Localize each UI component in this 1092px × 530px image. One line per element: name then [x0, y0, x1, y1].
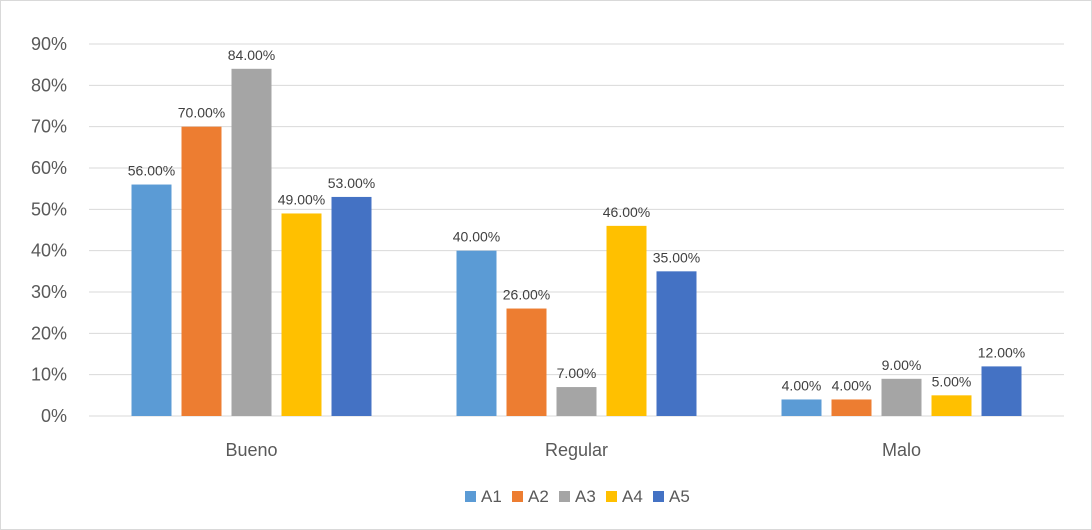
bar-a5-bueno [331, 196, 372, 416]
legend: A1 A2 A3 A4 A5 [465, 487, 690, 506]
legend-label-a2: A2 [528, 487, 549, 506]
bar-a1-malo [781, 399, 822, 416]
data-label: 56.00% [128, 163, 175, 179]
data-label: 84.00% [228, 47, 275, 63]
legend-label-a4: A4 [622, 487, 643, 506]
data-label: 53.00% [328, 175, 375, 191]
data-label: 12.00% [978, 344, 1025, 360]
bar-a2-bueno [181, 126, 222, 417]
y-tick-label: 10% [31, 365, 67, 385]
bar-a2-regular [506, 308, 547, 416]
legend-label-a3: A3 [575, 487, 596, 506]
y-tick-label: 20% [31, 323, 67, 343]
bars [131, 68, 1022, 417]
y-tick-label: 60% [31, 158, 67, 178]
data-label: 70.00% [178, 105, 225, 121]
bar-a2-malo [831, 399, 872, 416]
data-label: 26.00% [503, 287, 550, 303]
bar-a3-bueno [231, 68, 272, 417]
data-label: 4.00% [782, 377, 822, 393]
data-label: 49.00% [278, 191, 325, 207]
data-label: 40.00% [453, 229, 500, 245]
data-label: 5.00% [932, 373, 972, 389]
legend-label-a1: A1 [481, 487, 502, 506]
bar-a3-malo [881, 378, 922, 416]
y-axis-ticks: 0% 10% 20% 30% 40% 50% 60% 70% 80% 90% [31, 34, 67, 426]
bar-a5-malo [981, 366, 1022, 416]
category-label-malo: Malo [882, 440, 921, 460]
y-tick-label: 40% [31, 241, 67, 261]
legend-swatch-a3 [559, 491, 570, 502]
data-label: 46.00% [603, 204, 650, 220]
legend-label-a5: A5 [669, 487, 690, 506]
x-axis-categories: Bueno Regular Malo [225, 440, 921, 460]
bar-a3-regular [556, 387, 597, 416]
bar-a4-bueno [281, 213, 322, 416]
legend-swatch-a4 [606, 491, 617, 502]
data-label: 35.00% [653, 249, 700, 265]
data-label: 9.00% [882, 357, 922, 373]
bar-a4-malo [931, 395, 972, 416]
data-label: 7.00% [557, 365, 597, 381]
y-tick-label: 70% [31, 117, 67, 137]
y-tick-label: 90% [31, 34, 67, 54]
y-tick-label: 80% [31, 75, 67, 95]
legend-swatch-a2 [512, 491, 523, 502]
category-label-bueno: Bueno [225, 440, 277, 460]
category-label-regular: Regular [545, 440, 608, 460]
legend-swatch-a1 [465, 491, 476, 502]
data-labels: 56.00% 70.00% 84.00% 49.00%53.00% 40.00% 26.0… [128, 47, 1025, 394]
y-tick-label: 30% [31, 282, 67, 302]
bar-a5-regular [656, 271, 697, 416]
y-tick-label: 50% [31, 199, 67, 219]
bar-a4-regular [606, 225, 647, 416]
bar-a1-bueno [131, 184, 172, 416]
legend-swatch-a5 [653, 491, 664, 502]
bar-a1-regular [456, 250, 497, 416]
data-label: 4.00% [832, 377, 872, 393]
y-tick-label: 0% [41, 406, 67, 426]
